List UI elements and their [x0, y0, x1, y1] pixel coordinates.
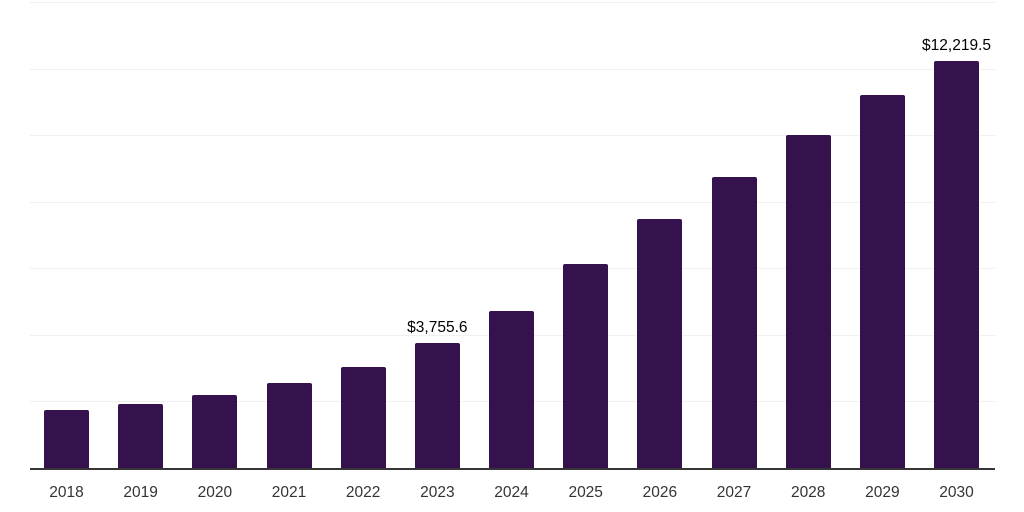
- gridline: [30, 68, 995, 70]
- gridline: [30, 2, 995, 3]
- bar-2020: [192, 395, 238, 468]
- bar-2019: [118, 404, 164, 468]
- bar-2021: [266, 382, 312, 468]
- x-tick-label-2023: 2023: [420, 484, 455, 501]
- x-tick-label-2029: 2029: [865, 484, 900, 501]
- bar-2026: [637, 219, 683, 468]
- x-tick-label-2019: 2019: [123, 484, 158, 501]
- value-label-2023: $3,755.6: [407, 318, 468, 336]
- bar-2022: [340, 366, 386, 468]
- x-axis-labels: 2018 2019 2020 2021 2022 2023 2024 2025 2026 2027…: [30, 484, 995, 506]
- gridline: [30, 201, 995, 203]
- gridline: [30, 135, 995, 137]
- bar-2024: [489, 310, 535, 468]
- bar-2025: [563, 263, 609, 468]
- x-tick-label-2020: 2020: [197, 484, 233, 501]
- bar-2028: [785, 135, 831, 468]
- bar-2018: [44, 410, 89, 468]
- x-tick-label-2022: 2022: [345, 484, 381, 501]
- bar-2027: [711, 176, 757, 468]
- x-tick-label-2030: 2030: [939, 484, 974, 501]
- x-tick-label-2021: 2021: [271, 484, 307, 501]
- bar-2023: [414, 343, 460, 468]
- x-tick-label-2028: 2028: [790, 484, 826, 501]
- gridline: [30, 268, 995, 270]
- value-label-2030: $12,219.5: [922, 36, 992, 54]
- bar-2029: [859, 94, 905, 468]
- plot-area: $3,755.6 $12,219.5: [30, 2, 995, 470]
- bar-2030: [934, 61, 980, 468]
- x-tick-label-2018: 2018: [49, 484, 84, 501]
- x-tick-label-2025: 2025: [568, 484, 603, 501]
- x-tick-label-2026: 2026: [642, 484, 678, 501]
- x-tick-label-2027: 2027: [716, 484, 752, 501]
- x-tick-label-2024: 2024: [494, 484, 529, 501]
